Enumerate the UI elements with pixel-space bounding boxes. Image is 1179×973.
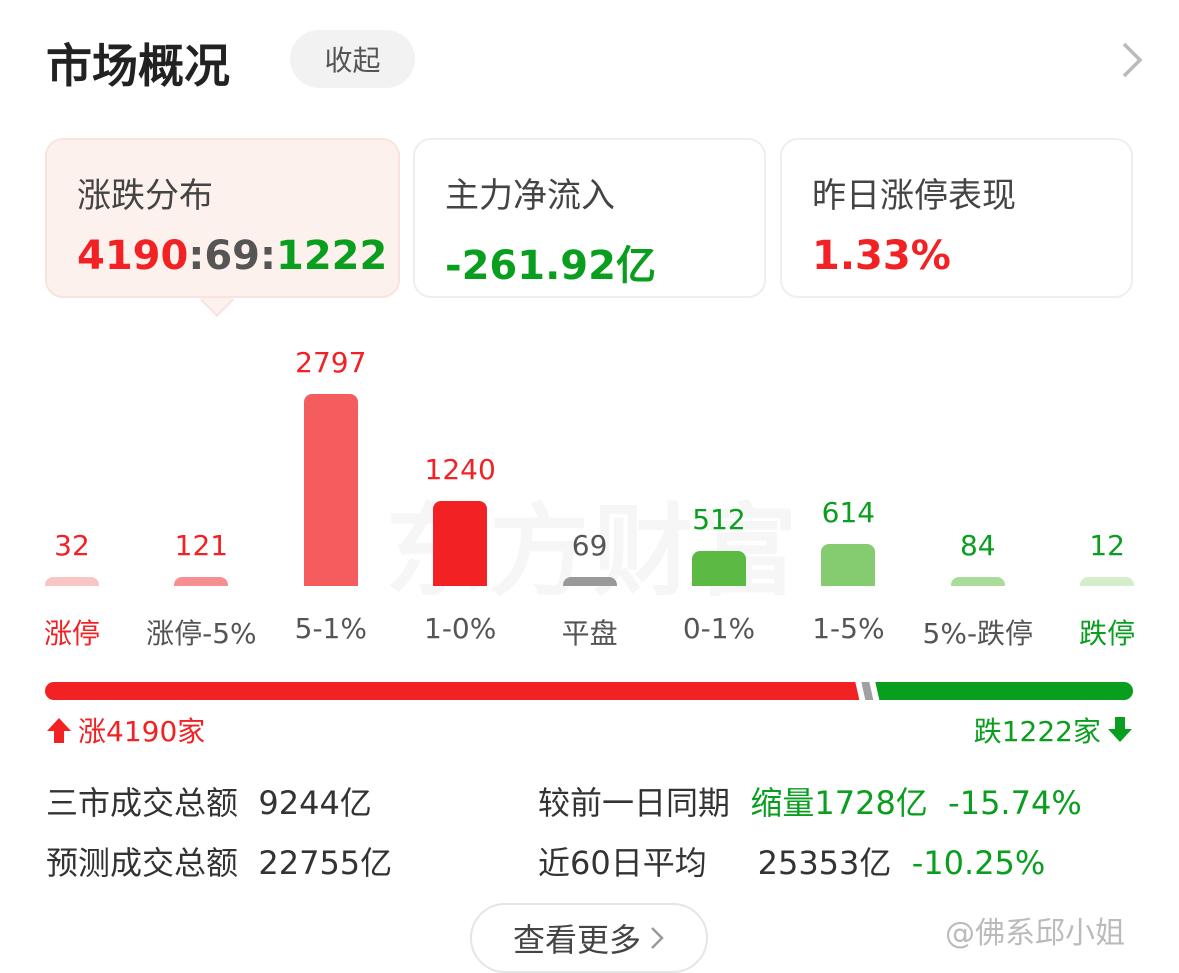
bar-5 (692, 550, 746, 586)
card-main-net-inflow[interactable]: 主力净流入 -261.92亿 (413, 138, 766, 298)
bar-value-label: 2797 (295, 346, 367, 379)
arrow-up-icon (47, 718, 71, 743)
bar-value-label: 12 (1089, 529, 1125, 562)
card-label: 昨日涨停表现 (812, 176, 1016, 216)
down-summary-label: 跌1222家 (973, 715, 1101, 748)
bar-8 (1080, 577, 1135, 586)
stat-compare: 较前一日同期 缩量1728亿 -15.74% (538, 778, 1082, 824)
view-more-label: 查看更多 (512, 921, 641, 959)
bar-value-label: 84 (959, 529, 996, 562)
category-label: 涨停 (43, 617, 100, 650)
category-label: 涨停-5% (146, 617, 257, 650)
card-value: -261.92亿 (445, 243, 656, 289)
stat-value: 25353亿 (757, 844, 892, 882)
category-label: 跌停 (1079, 617, 1136, 650)
card-rise-fall-distribution[interactable]: 涨跌分布 4190:69:1222 (45, 138, 400, 298)
ratio-bar-flat (861, 682, 874, 700)
bar-value-label: 1240 (424, 452, 496, 486)
stat-label: 较前一日同期 (538, 784, 731, 822)
bar-3 (433, 500, 488, 586)
bar-value-label: 512 (692, 502, 746, 536)
bar-value-label: 32 (54, 529, 90, 562)
collapse-button[interactable]: 收起 (290, 30, 415, 88)
down-summary: 跌1222家 (974, 710, 1133, 750)
up-count: 4190 (77, 233, 189, 279)
up-summary: 涨4190家 (46, 710, 205, 750)
category-label: 5%-跌停 (922, 617, 1034, 650)
bar-value-label: 121 (174, 529, 229, 562)
bar-6 (821, 543, 876, 586)
bar-2 (303, 394, 358, 586)
ratio-bar-up (45, 682, 860, 700)
separator: : (188, 233, 205, 279)
stat-value: 22755亿 (258, 844, 393, 882)
bar-0 (45, 577, 99, 586)
bar-7 (950, 577, 1005, 586)
card-value: 1.33% (812, 233, 951, 279)
category-label: 1-0% (424, 612, 497, 645)
category-label: 1-5% (812, 612, 885, 645)
bar-1 (174, 577, 229, 586)
ratio-bar (45, 682, 1133, 700)
card-label: 主力净流入 (445, 176, 615, 216)
bar-4 (562, 577, 617, 586)
stat-label: 预测成交总额 (46, 844, 239, 882)
card-label: 涨跌分布 (77, 176, 213, 216)
category-label: 5-1% (294, 612, 367, 645)
stat-forecast: 预测成交总额 22755亿 (46, 838, 392, 884)
category-label: 0-1% (682, 612, 756, 645)
stat-total: 三市成交总额 9244亿 (46, 778, 372, 824)
chevron-right-icon[interactable] (1118, 40, 1148, 80)
stat-pct: -15.74% (948, 784, 1082, 822)
stat-label: 三市成交总额 (46, 784, 239, 822)
card-yesterday-limit-up[interactable]: 昨日涨停表现 1.33% (780, 138, 1133, 298)
stat-value: 9244亿 (258, 784, 372, 822)
chevron-right-icon (651, 927, 664, 949)
bar-value-label: 614 (821, 495, 876, 529)
stat-change: 缩量1728亿 (750, 784, 928, 822)
page-title: 市场概况 (46, 39, 230, 93)
flat-count: 69 (204, 233, 260, 279)
stat-label: 近60日平均 (538, 844, 707, 882)
separator: : (260, 233, 276, 279)
category-label: 平盘 (561, 617, 618, 650)
ratio-bar-down (875, 682, 1133, 700)
view-more-button[interactable]: 查看更多 (470, 903, 708, 973)
up-summary-label: 涨4190家 (78, 715, 206, 748)
bar-value-label: 69 (571, 529, 608, 562)
arrow-down-icon (1108, 717, 1132, 742)
weibo-watermark: @佛系邱小姐 (945, 916, 1125, 951)
stat-avg: 近60日平均 25353亿 -10.25% (538, 838, 1045, 884)
down-count: 1222 (276, 233, 388, 279)
stat-pct: -10.25% (911, 844, 1046, 882)
